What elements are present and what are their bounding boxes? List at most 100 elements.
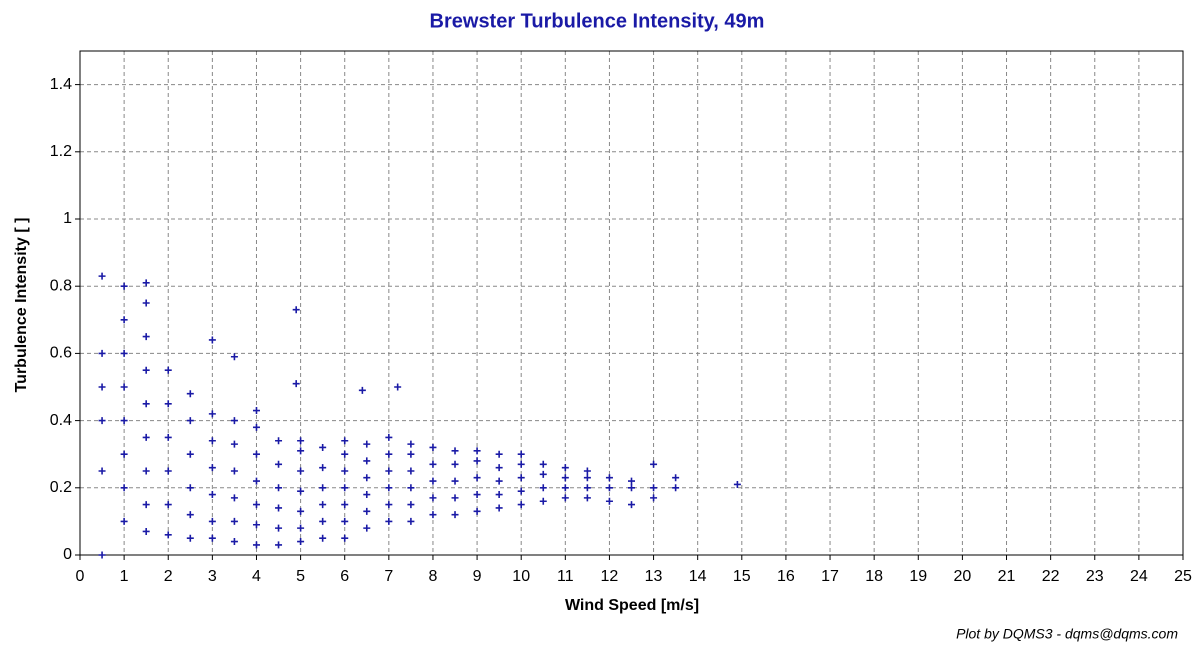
point xyxy=(230,467,238,475)
x-tick-label: 23 xyxy=(1086,568,1104,585)
x-tick-label: 5 xyxy=(296,568,305,585)
point xyxy=(297,487,305,495)
point xyxy=(319,443,327,451)
point xyxy=(142,527,150,535)
point xyxy=(208,336,216,344)
point xyxy=(628,484,635,492)
point xyxy=(208,534,216,542)
point xyxy=(142,333,150,341)
credit: Plot by DQMS3 - dqms@dqms.com xyxy=(956,626,1178,642)
x-tick-label: 0 xyxy=(76,568,85,585)
point xyxy=(252,450,260,458)
x-tick-label: 3 xyxy=(208,568,217,585)
y-tick-label: 1 xyxy=(63,210,72,227)
y-tick-label: 0.6 xyxy=(50,345,72,362)
x-tick-label: 25 xyxy=(1174,568,1192,585)
point xyxy=(120,316,128,324)
point xyxy=(275,524,283,532)
point xyxy=(385,501,393,509)
point xyxy=(363,440,371,448)
point xyxy=(186,511,194,519)
point xyxy=(208,517,216,525)
point xyxy=(142,467,150,475)
x-tick-label: 10 xyxy=(512,568,530,585)
point xyxy=(341,450,349,458)
point xyxy=(164,501,172,509)
point xyxy=(120,484,128,492)
point xyxy=(517,450,525,458)
point xyxy=(275,484,283,492)
point xyxy=(164,366,172,374)
point xyxy=(517,487,525,495)
point xyxy=(297,437,305,445)
point xyxy=(142,433,150,441)
y-tick-label: 0 xyxy=(63,546,72,563)
point xyxy=(252,541,260,549)
point xyxy=(186,390,194,398)
point xyxy=(98,551,106,559)
point xyxy=(142,299,150,307)
point xyxy=(164,433,172,441)
point xyxy=(539,484,547,492)
point xyxy=(407,484,415,492)
point xyxy=(451,494,459,502)
point xyxy=(208,464,216,472)
point xyxy=(407,450,415,458)
point xyxy=(495,491,503,499)
point xyxy=(583,494,591,502)
x-tick-label: 16 xyxy=(777,568,795,585)
point xyxy=(650,460,658,468)
point xyxy=(517,474,525,482)
point xyxy=(164,400,172,408)
x-tick-label: 15 xyxy=(733,568,751,585)
x-tick-label: 24 xyxy=(1130,568,1148,585)
point xyxy=(252,407,260,415)
point xyxy=(341,534,349,542)
point xyxy=(407,501,415,509)
point xyxy=(539,497,547,505)
point xyxy=(230,353,238,361)
point xyxy=(451,477,459,485)
point xyxy=(473,457,481,465)
point xyxy=(252,521,260,529)
point xyxy=(230,494,238,502)
point xyxy=(208,437,216,445)
point xyxy=(120,349,128,357)
x-axis-title: Wind Speed [m/s] xyxy=(565,597,699,614)
point xyxy=(120,383,128,391)
point xyxy=(605,484,613,492)
point xyxy=(650,494,658,502)
x-tick-label: 2 xyxy=(164,568,173,585)
point xyxy=(451,511,459,519)
point xyxy=(363,474,371,482)
point xyxy=(451,460,459,468)
point xyxy=(672,484,680,492)
point xyxy=(319,534,327,542)
x-tick-label: 6 xyxy=(340,568,349,585)
point xyxy=(429,494,437,502)
point xyxy=(230,517,238,525)
point xyxy=(98,272,106,280)
x-tick-label: 9 xyxy=(473,568,482,585)
point xyxy=(319,517,327,525)
point xyxy=(98,417,106,425)
point xyxy=(539,460,547,468)
point xyxy=(385,467,393,475)
point xyxy=(628,501,635,509)
point xyxy=(628,477,635,485)
point xyxy=(297,467,305,475)
y-tick-label: 1.4 xyxy=(50,76,72,93)
point xyxy=(164,531,172,539)
point xyxy=(363,524,371,532)
x-tick-label: 22 xyxy=(1042,568,1060,585)
point xyxy=(358,386,366,394)
point xyxy=(583,467,591,475)
point xyxy=(120,450,128,458)
x-tick-label: 7 xyxy=(384,568,393,585)
point xyxy=(394,383,402,391)
x-tick-label: 21 xyxy=(998,568,1016,585)
point xyxy=(252,501,260,509)
point xyxy=(208,410,216,418)
